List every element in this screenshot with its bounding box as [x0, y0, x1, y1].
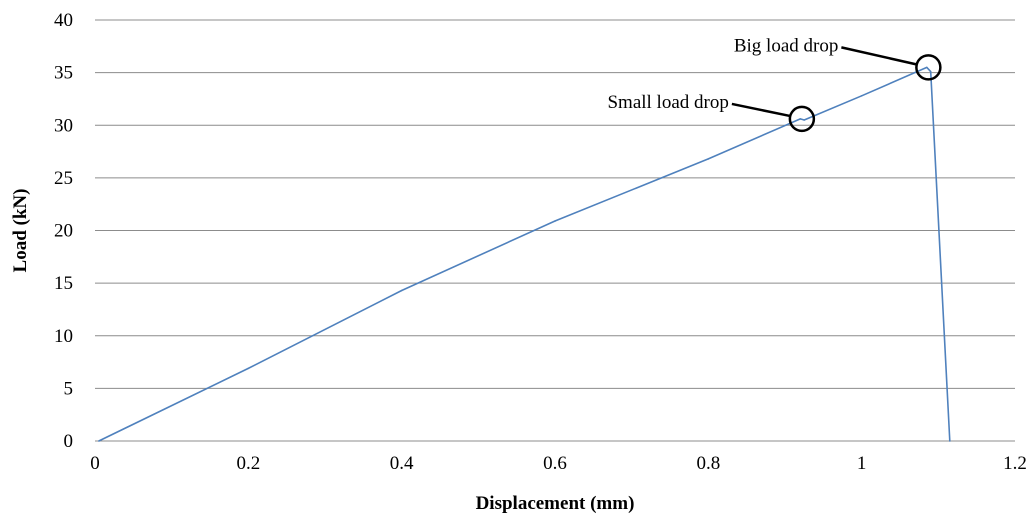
y-tick-labels: 0 5 10 15 20 25 30 35 40	[54, 10, 73, 452]
data-point-0-1	[247, 367, 250, 370]
x-tick-label-6: 1.2	[1003, 453, 1027, 474]
annotation-label-0: Big load drop	[734, 35, 839, 56]
x-tick-labels: 0 0.2 0.4 0.6 0.8 1 1.2	[90, 453, 1027, 474]
x-tick-label-1: 0.2	[236, 453, 260, 474]
x-tick-label-4: 0.8	[696, 453, 720, 474]
x-tick-label-0: 0	[90, 453, 100, 474]
y-tick-label-0: 0	[64, 431, 74, 452]
x-tick-label-2: 0.4	[390, 453, 414, 474]
data-point-0-8	[926, 66, 928, 69]
y-axis-title: Load (kN)	[10, 189, 31, 273]
y-tick-label-3: 15	[54, 273, 73, 294]
y-tick-label-4: 20	[54, 221, 73, 242]
data-point-0-10	[949, 440, 951, 442]
y-tick-label-7: 35	[54, 63, 73, 84]
annotations: Big load drop Small load drop	[607, 35, 942, 133]
data-point-0-6	[803, 119, 805, 121]
annotation-pointer-0	[841, 46, 917, 66]
x-tick-label-5: 1	[857, 453, 867, 474]
x-tick-label-3: 0.6	[543, 453, 567, 474]
annotation-circle-1	[788, 105, 816, 133]
series-line-0	[98, 66, 951, 442]
annotation-pointer-1	[731, 102, 791, 118]
data-point-0-5	[799, 118, 802, 120]
data-point-0-0	[98, 440, 100, 442]
y-tick-label-2: 10	[54, 326, 73, 347]
series-layer	[98, 66, 951, 442]
x-axis-title: Displacement (mm)	[476, 493, 635, 514]
grid-lines	[95, 19, 1015, 389]
y-tick-label-6: 30	[54, 115, 73, 136]
data-point-0-9	[929, 70, 932, 73]
annotation-label-1: Small load drop	[607, 92, 728, 113]
data-point-0-3	[554, 220, 556, 222]
y-tick-label-5: 25	[54, 168, 73, 189]
data-point-0-4	[707, 158, 710, 160]
y-tick-label-8: 40	[54, 10, 73, 31]
y-tick-label-1: 5	[64, 378, 74, 399]
annotation-circle-0	[915, 54, 942, 81]
data-point-0-2	[400, 289, 403, 292]
data-point-0-7	[860, 94, 863, 97]
